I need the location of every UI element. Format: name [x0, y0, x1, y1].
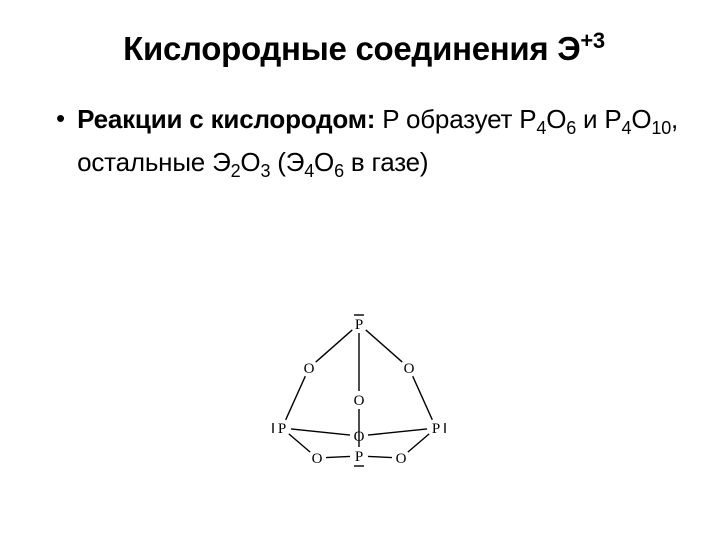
svg-text:O: O: [396, 451, 407, 467]
svg-text:O: O: [404, 361, 415, 377]
bullet-item: • Реакции с кислородом: P образует P4O6 …: [48, 102, 680, 188]
svg-text:P: P: [278, 421, 286, 437]
bullet-dot: •: [56, 102, 65, 134]
title-base: Кислородные соединения Э: [123, 30, 580, 67]
svg-text:O: O: [354, 429, 365, 445]
svg-text:O: O: [312, 451, 323, 467]
bullet-text: Реакции с кислородом: P образует P4O6 и …: [77, 102, 680, 188]
bullet-lead: Реакции с кислородом:: [77, 104, 375, 134]
molecule-svg: POOOPPPOOO: [254, 308, 464, 498]
molecule-diagram: POOOPPPOOO: [254, 308, 464, 498]
slide-title: Кислородные соединения Э+3: [48, 28, 680, 68]
svg-text:P: P: [355, 449, 363, 465]
svg-text:P: P: [432, 421, 440, 437]
svg-text:P: P: [355, 317, 363, 333]
svg-text:O: O: [354, 393, 365, 409]
slide: Кислородные соединения Э+3 • Реакции с к…: [0, 0, 720, 540]
svg-text:O: O: [304, 361, 315, 377]
title-sup: +3: [580, 28, 604, 53]
